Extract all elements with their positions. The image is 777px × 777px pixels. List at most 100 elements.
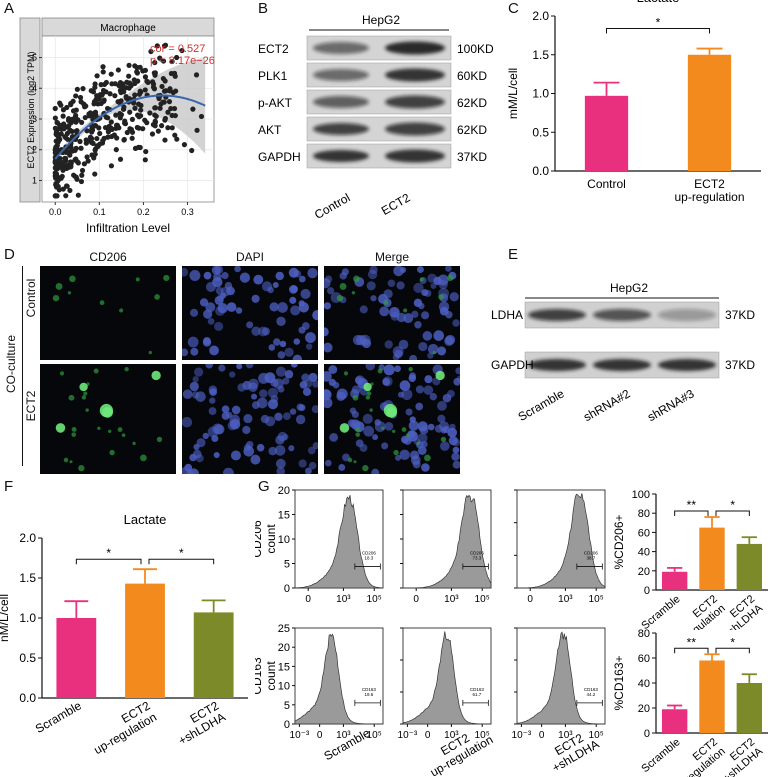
nucleus	[382, 377, 391, 386]
nucleus	[189, 453, 197, 462]
cd206-cell	[108, 429, 112, 433]
nucleus	[433, 330, 445, 341]
nucleus	[394, 365, 401, 373]
cd206-cell	[403, 308, 408, 313]
nucleus	[437, 414, 446, 423]
blot-band	[313, 123, 369, 135]
size-label: 62KD	[457, 123, 487, 137]
scatter-point	[131, 100, 137, 106]
nucleus	[326, 287, 335, 295]
histogram	[402, 494, 492, 589]
scatter-point	[172, 73, 178, 79]
nucleus	[236, 364, 243, 370]
nucleus	[190, 347, 199, 356]
scatter-point	[166, 99, 173, 105]
y-tick-label: 0.0	[532, 164, 549, 178]
nucleus	[347, 419, 356, 427]
nucleus	[447, 427, 458, 438]
x-tick-label: 0	[317, 730, 323, 741]
cd206-cell	[353, 275, 360, 283]
y-axis-label: ECT2 Expression (log2 TPM)	[26, 52, 36, 169]
nucleus	[301, 322, 310, 330]
gate	[462, 699, 489, 706]
nucleus	[191, 391, 200, 399]
y-tick-label: 2.0	[532, 9, 549, 23]
size-label: 37KD	[457, 150, 487, 164]
cd206-cell	[81, 395, 87, 400]
nucleus	[214, 321, 224, 332]
nucleus	[372, 434, 379, 441]
cd206-cell	[93, 368, 99, 374]
significance-label: *	[656, 16, 661, 30]
scatter-point	[123, 94, 129, 100]
cd206-cell	[355, 426, 361, 432]
cd206-cell	[362, 464, 369, 472]
p-annotation: p = 8.17e−26	[150, 55, 215, 67]
scatter-point	[142, 87, 148, 93]
panel-label-g: G	[258, 478, 270, 495]
scatter-point	[54, 119, 60, 126]
nucleus	[437, 401, 447, 411]
nucleus	[434, 424, 443, 433]
x-tick-label: 10³	[558, 730, 573, 741]
nucleus	[324, 327, 329, 337]
cd206-cell	[85, 408, 89, 412]
scatter-point	[132, 145, 139, 151]
significance-label: *	[730, 498, 735, 512]
nucleus	[421, 441, 428, 448]
gate	[576, 699, 603, 706]
column-label-cd206: CD206	[89, 250, 127, 264]
y-tick-label: 0	[644, 585, 650, 597]
scatter-point	[93, 123, 99, 129]
scatter-point	[124, 79, 130, 85]
nucleus	[389, 307, 400, 318]
nucleus	[417, 421, 428, 432]
scatter-point	[152, 59, 158, 66]
lane-label-shrna3: shRNA#3	[645, 386, 697, 424]
scatter-point	[189, 147, 195, 154]
nucleus	[384, 421, 394, 431]
nucleus	[209, 345, 219, 356]
cd206-cell	[447, 274, 454, 282]
nucleus	[409, 450, 420, 460]
nucleus	[452, 460, 460, 469]
nucleus	[231, 405, 241, 415]
scatter-point	[171, 105, 178, 112]
y-tick-label: 15	[278, 510, 290, 522]
nucleus	[438, 279, 448, 290]
scatter-point	[73, 93, 79, 99]
category-label: ECT2up-regulation	[85, 698, 160, 757]
gate-label: CD163 61.7	[470, 687, 485, 697]
row-label: CD163	[255, 657, 264, 695]
scatter-point	[143, 148, 149, 155]
cd206-cell	[119, 308, 124, 313]
scatter-point	[68, 120, 74, 126]
y-tick-label: 1.5	[532, 48, 549, 62]
scatter-point	[174, 136, 180, 142]
nucleus	[207, 426, 219, 438]
nucleus	[455, 367, 460, 375]
cd206-cell	[405, 433, 410, 437]
nucleus	[207, 317, 215, 325]
scatter-point	[68, 102, 74, 108]
y-tick-label: 25	[278, 623, 290, 635]
scatter-point	[134, 70, 140, 76]
nucleus	[195, 454, 204, 463]
nucleus	[418, 302, 425, 310]
nucleus	[279, 340, 287, 348]
nucleus	[359, 305, 368, 314]
scatter-point	[127, 126, 133, 132]
scatter-point	[150, 79, 156, 85]
cd206-cell	[424, 454, 431, 462]
scatter-point	[105, 115, 111, 121]
nucleus	[221, 411, 230, 420]
scatter-point	[108, 163, 115, 169]
y-tick-label: 20	[278, 642, 290, 654]
cd206-cell	[52, 294, 60, 302]
cd206-cell	[117, 427, 123, 432]
micrograph	[324, 364, 460, 474]
gate-label: CD206 73.3	[470, 550, 485, 560]
x-tick-label: 0	[305, 594, 311, 605]
scatter-point	[169, 58, 175, 65]
